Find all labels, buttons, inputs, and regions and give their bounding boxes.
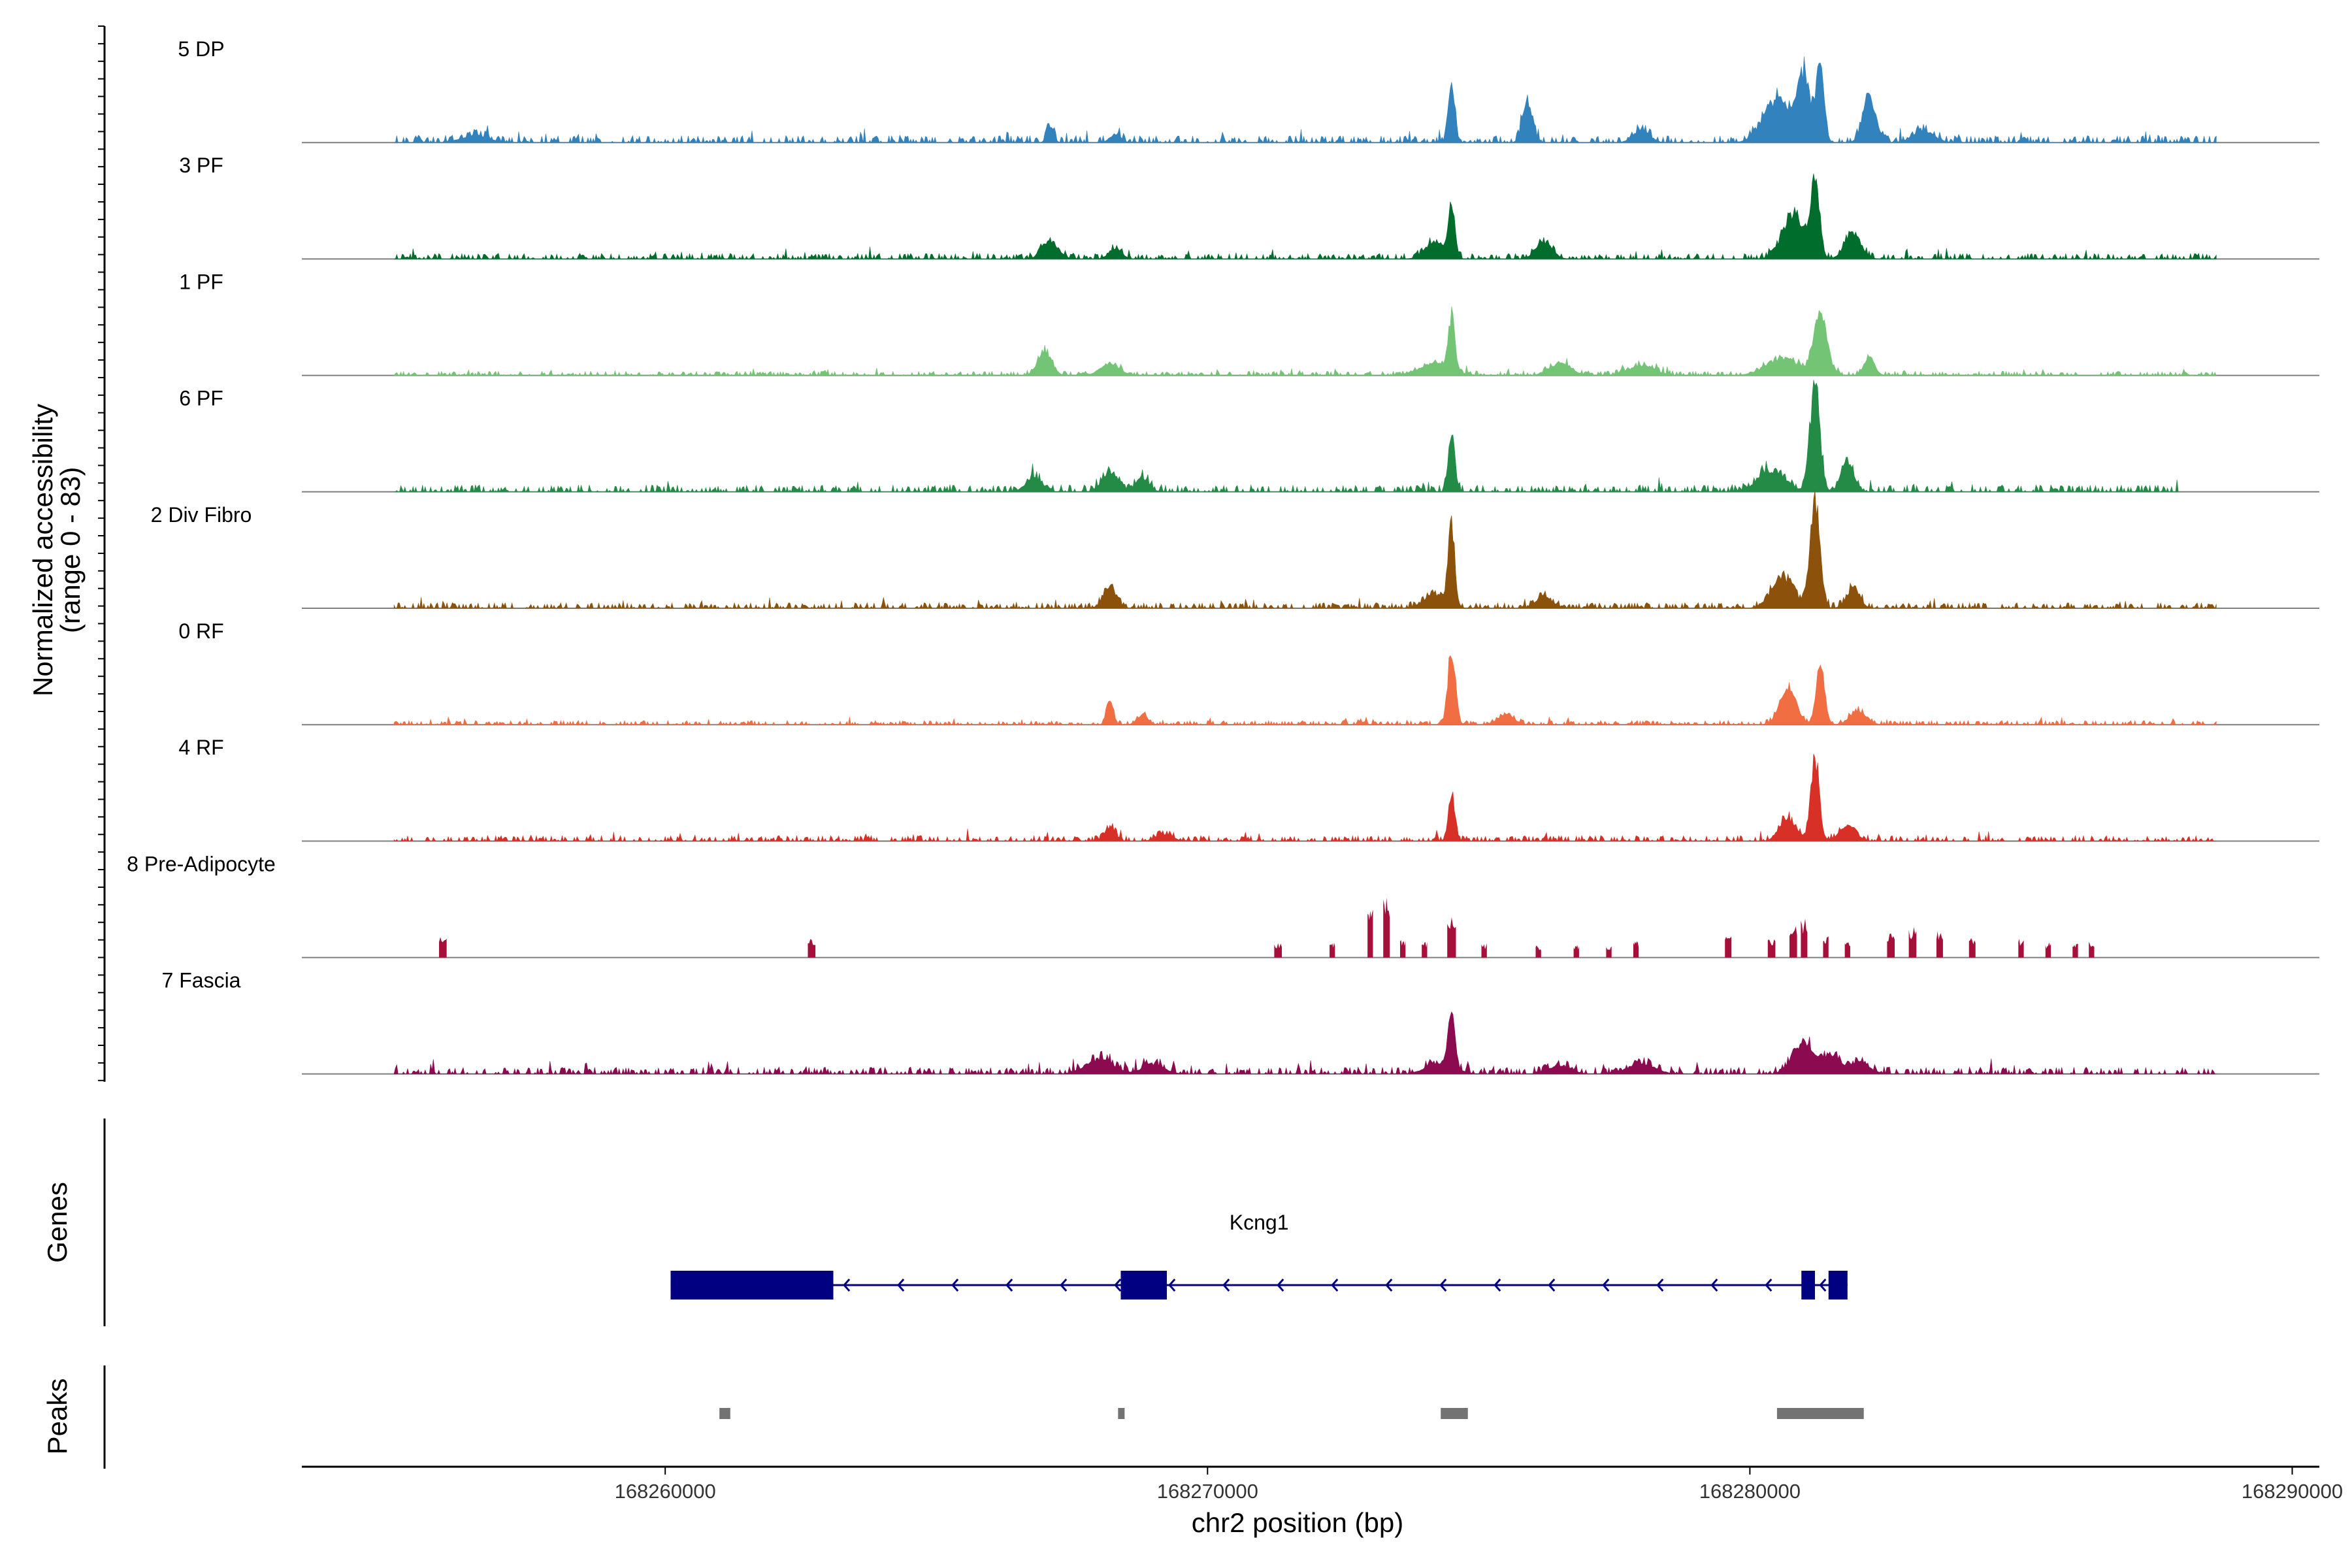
strand-arrow	[843, 1279, 851, 1292]
track-label: 6 PF	[179, 387, 223, 410]
coverage-bar	[808, 939, 816, 958]
coverage-bar	[1908, 927, 1917, 958]
strand-arrow	[1331, 1279, 1339, 1292]
coverage-bar	[2045, 942, 2051, 958]
strand-arrow	[1819, 1279, 1827, 1292]
track-label: 0 RF	[178, 619, 223, 643]
coverage-bar	[1399, 939, 1406, 958]
x-axis: 168260000 168270000 168280000 168290000	[302, 1465, 2343, 1503]
track-6-pf: 6 PF	[179, 380, 2319, 493]
track-label: 2 Div Fibro	[151, 503, 252, 527]
strand-arrow	[1277, 1279, 1284, 1292]
gene-exon	[1120, 1271, 1168, 1299]
coverage-bar	[2018, 938, 2024, 958]
gene-name-label: Kcng1	[1230, 1211, 1289, 1234]
track-7-fascia: 7 Fascia	[162, 969, 2319, 1075]
coverage-bar	[1801, 919, 1808, 958]
coverage-bar	[1330, 942, 1335, 958]
peak-region	[719, 1408, 730, 1419]
coverage-area	[394, 56, 2217, 144]
gene-track: Kcng1	[103, 1119, 1848, 1326]
gene-exon	[670, 1271, 834, 1299]
coverage-bar	[439, 937, 447, 958]
coverage-bar	[1606, 946, 1612, 958]
coverage-bar	[1767, 939, 1776, 958]
x-tick-label: 168290000	[2242, 1480, 2343, 1503]
peaks-panel-title: Peaks	[42, 1379, 73, 1455]
coverage-bar	[2089, 941, 2095, 958]
track-label: 3 PF	[179, 154, 223, 177]
coverage-bar	[1422, 941, 1428, 958]
coverage-bar	[1789, 926, 1797, 958]
track-1-pf: 1 PF	[179, 270, 2319, 376]
track-label: 8 Pre-Adipocyte	[127, 852, 276, 875]
strand-arrow	[1710, 1279, 1718, 1292]
coverage-bar	[1573, 945, 1579, 958]
y-axis	[98, 25, 106, 1082]
strand-arrow	[1494, 1279, 1501, 1292]
track-5-dp: 5 DP	[178, 37, 2319, 144]
coverage-area	[393, 753, 2217, 842]
coverage-area	[394, 173, 2217, 260]
coverage-bar	[1447, 917, 1456, 958]
strand-arrow	[1548, 1279, 1556, 1292]
strand-arrow	[1222, 1279, 1230, 1292]
track-label: 1 PF	[179, 270, 223, 293]
track-label: 5 DP	[178, 37, 224, 61]
track-8-pre-adipocyte: 8 Pre-Adipocyte	[127, 852, 2319, 958]
strand-arrow	[1060, 1279, 1068, 1292]
peak-region	[1441, 1408, 1468, 1419]
coverage-bar	[1633, 941, 1639, 958]
strand-arrow	[1439, 1279, 1447, 1292]
y-axis-title: Normalized accessibility	[27, 404, 58, 696]
accessibility-tracks: 5 DP 3 PF 1 PF 6 PF 2 Div Fibro 0 RF 4 RF 8 Pre…	[127, 37, 2319, 1075]
strand-arrow	[1005, 1279, 1013, 1292]
x-axis-title: chr2 position (bp)	[1192, 1507, 1404, 1538]
x-tick-label: 168280000	[1699, 1480, 1801, 1503]
strand-arrow	[1168, 1279, 1176, 1292]
coverage-area	[393, 1011, 2217, 1075]
strand-arrow	[951, 1279, 959, 1292]
track-label: 7 Fascia	[162, 969, 241, 992]
strand-arrow	[1656, 1279, 1664, 1292]
strand-arrow	[897, 1279, 905, 1292]
coverage-bar	[1823, 936, 1829, 958]
track-3-pf: 3 PF	[179, 154, 2319, 260]
coverage-bar	[1274, 943, 1282, 958]
genes-panel-title: Genes	[42, 1182, 73, 1263]
track-2-div-fibro: 2 Div Fibro	[151, 490, 2319, 610]
coverage-bar	[1725, 936, 1732, 958]
coverage-bar	[1887, 933, 1895, 958]
peak-track	[103, 1365, 1864, 1469]
strand-arrow	[1385, 1279, 1393, 1292]
coverage-area	[393, 306, 2217, 376]
coverage-bar	[1383, 897, 1390, 958]
gene-exon	[1801, 1271, 1815, 1299]
strand-arrow	[1765, 1279, 1772, 1292]
coverage-area	[394, 380, 2179, 493]
gene-exon	[1828, 1271, 1848, 1299]
y-axis-subtitle: (range 0 - 83)	[55, 467, 86, 633]
coverage-bar	[1481, 943, 1487, 958]
x-tick-label: 168270000	[1157, 1480, 1258, 1503]
peak-region	[1776, 1408, 1864, 1419]
track-label: 4 RF	[178, 736, 223, 759]
track-4-rf: 4 RF	[178, 736, 2319, 842]
peak-region	[1118, 1408, 1125, 1419]
x-tick-label: 168260000	[615, 1480, 716, 1503]
track-0-rf: 0 RF	[178, 619, 2319, 726]
coverage-bar	[1844, 942, 1850, 958]
coverage-bar	[1367, 909, 1373, 958]
coverage-area	[393, 655, 2217, 726]
strand-arrow	[1114, 1279, 1122, 1292]
strand-arrow	[1602, 1279, 1610, 1292]
coverage-bar	[1936, 931, 1943, 958]
coverage-area	[393, 490, 2217, 610]
coverage-bar	[2072, 943, 2078, 958]
coverage-bar	[1535, 945, 1541, 958]
coverage-bar	[1968, 938, 1976, 958]
